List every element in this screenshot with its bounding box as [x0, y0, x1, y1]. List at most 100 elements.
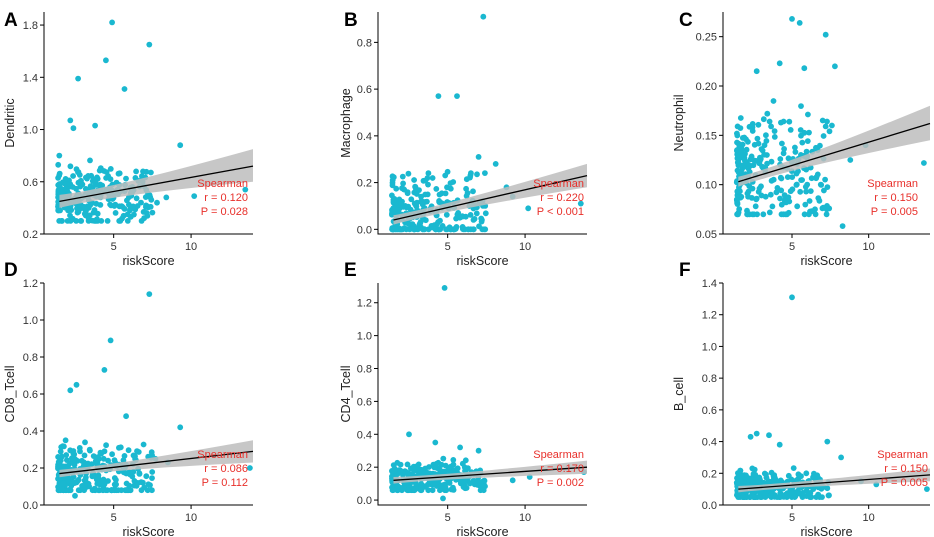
point — [812, 211, 819, 218]
point — [764, 152, 770, 158]
point — [392, 205, 398, 212]
y-tick-label: 0.8 — [357, 37, 372, 49]
point — [92, 179, 99, 186]
stat-p: P = 0.005 — [871, 206, 918, 218]
point — [85, 218, 92, 224]
point — [478, 215, 485, 222]
point — [777, 195, 783, 202]
point — [810, 486, 817, 492]
point — [435, 93, 442, 99]
point — [762, 491, 769, 497]
y-tick-label: 1.0 — [23, 315, 38, 327]
point — [419, 198, 426, 205]
point — [482, 483, 488, 490]
x-tick-label: 10 — [863, 512, 875, 524]
point — [142, 194, 149, 201]
point — [98, 450, 104, 457]
x-axis-title: riskScore — [122, 525, 174, 537]
point — [737, 115, 744, 121]
point — [87, 157, 93, 164]
y-tick-label: 0.05 — [696, 229, 717, 241]
stat-r: r = 0.220 — [540, 192, 584, 204]
point — [422, 191, 429, 198]
point — [149, 469, 156, 475]
point — [127, 213, 134, 220]
point — [127, 203, 134, 210]
point — [144, 203, 150, 210]
point — [125, 447, 132, 454]
point — [103, 442, 109, 449]
point — [406, 226, 413, 233]
point — [821, 187, 827, 194]
point — [442, 484, 449, 491]
y-tick-label: 1.4 — [702, 278, 717, 290]
stat-p: P = 0.112 — [202, 477, 248, 489]
point — [733, 179, 740, 186]
point — [826, 128, 833, 135]
point — [793, 182, 800, 188]
point — [116, 444, 122, 451]
point — [445, 465, 452, 472]
point — [415, 461, 422, 468]
y-tick-label: 1.4 — [23, 72, 38, 84]
point — [823, 211, 830, 218]
point — [798, 103, 804, 109]
point — [103, 487, 109, 494]
point — [440, 495, 446, 502]
y-tick-label: 0.2 — [23, 229, 38, 241]
point — [471, 216, 478, 222]
point — [804, 138, 811, 145]
point — [101, 367, 108, 373]
point — [781, 146, 787, 152]
point — [119, 215, 125, 222]
point — [56, 459, 63, 466]
y-tick-label: 0.0 — [357, 495, 372, 507]
point — [781, 192, 788, 199]
point — [741, 134, 748, 141]
point — [756, 185, 763, 192]
stat-method: Spearman — [197, 178, 248, 190]
y-tick-label: 0.8 — [357, 364, 372, 376]
point — [480, 13, 487, 20]
y-tick-label: 0.20 — [696, 81, 717, 93]
point — [796, 20, 803, 26]
point — [60, 189, 66, 196]
point — [467, 480, 473, 487]
y-tick-label: 0.6 — [23, 177, 38, 189]
point — [421, 470, 427, 477]
y-tick-label: 0.0 — [23, 500, 38, 512]
point — [793, 477, 800, 484]
point — [94, 216, 100, 223]
point — [425, 487, 432, 494]
point — [78, 218, 85, 224]
point — [448, 486, 455, 493]
x-tick-label: 5 — [111, 512, 117, 524]
point — [459, 224, 466, 230]
point — [769, 488, 775, 495]
point — [767, 492, 774, 499]
point — [748, 476, 754, 483]
point — [820, 204, 827, 211]
point — [450, 457, 457, 463]
point — [69, 184, 76, 190]
point — [778, 201, 785, 208]
point — [791, 494, 798, 500]
point — [734, 132, 741, 139]
point — [738, 473, 745, 480]
point — [784, 490, 791, 496]
point — [577, 200, 584, 207]
point — [482, 210, 489, 217]
point — [408, 196, 415, 203]
point — [76, 445, 83, 451]
point — [112, 210, 119, 216]
point — [177, 424, 184, 431]
point — [438, 190, 445, 197]
y-axis-title: Dendritic — [3, 98, 17, 147]
point — [838, 454, 844, 461]
point — [406, 431, 412, 438]
point — [790, 465, 797, 471]
point — [811, 474, 817, 481]
y-axis-title: Macrophage — [339, 88, 353, 158]
point — [773, 189, 780, 196]
